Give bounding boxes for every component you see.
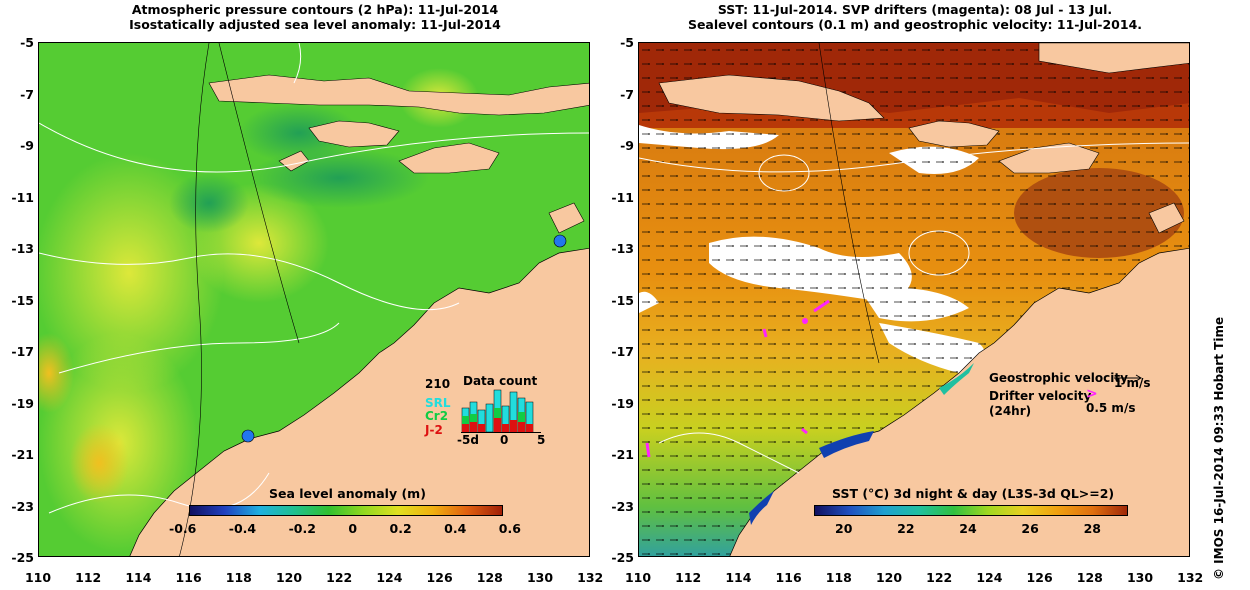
sst-map[interactable]: Geostrophic velocity 1 m/s Drifter veloc… xyxy=(638,42,1190,557)
x-tick-label: 124 xyxy=(376,570,403,585)
geostrophic-arrow-icon xyxy=(1114,374,1142,382)
inset-legend-cr2: Cr2 xyxy=(425,409,449,423)
sla-colorbar-ticks: -0.6 -0.4 -0.2 0 0.2 0.4 0.6 xyxy=(169,521,521,536)
x-tick-label: 128 xyxy=(476,570,503,585)
y-tick-label: -5 xyxy=(620,35,634,50)
histogram-bars xyxy=(461,389,541,433)
x-tick-label: 114 xyxy=(125,570,152,585)
left-title-line2: Isostatically adjusted sea level anomaly… xyxy=(129,17,501,32)
y-tick-label: -19 xyxy=(11,395,34,411)
sst-colorbar-title: SST (°C) 3d night & day (L3S-3d QL>=2) xyxy=(832,486,1115,501)
right-title-line1: SST: 11-Jul-2014. SVP drifters (magenta)… xyxy=(717,2,1113,17)
y-tick-label: -17 xyxy=(611,344,634,359)
x-tick-label: 132 xyxy=(577,570,604,585)
x-tick-label: 128 xyxy=(1076,570,1103,585)
x-tick-label: 126 xyxy=(426,570,453,585)
x-tick-label: 126 xyxy=(1026,570,1053,585)
data-count-histogram xyxy=(461,389,541,433)
sst-colorbar-ticks: 20 22 24 26 28 xyxy=(835,521,1101,536)
x-tick-label: 118 xyxy=(225,570,252,585)
x-tick-label: 130 xyxy=(1126,570,1154,585)
y-tick-label: -13 xyxy=(11,241,34,256)
y-tick-label: -21 xyxy=(611,447,634,462)
sla-tick: 0.2 xyxy=(389,521,412,536)
sla-colorbar xyxy=(189,505,503,516)
sst-tick: 26 xyxy=(1021,521,1039,536)
x-tick-label: 120 xyxy=(875,570,903,585)
y-tick-label: -19 xyxy=(611,395,634,411)
x-tick-label: 112 xyxy=(675,570,702,585)
y-tick-label: -7 xyxy=(20,86,34,102)
sla-tick: -0.4 xyxy=(228,521,257,536)
drifter-arrow-icon: > xyxy=(1086,386,1098,402)
geostrophic-velocity-label: Geostrophic velocity xyxy=(989,371,1128,385)
drifter-tracks xyxy=(645,299,830,458)
sst-colorbar xyxy=(814,505,1128,516)
sla-tick: -0.2 xyxy=(288,521,316,536)
inset-xtick-0: 0 xyxy=(500,433,509,447)
sst-tick: 22 xyxy=(897,521,915,536)
sst-map-svg xyxy=(639,43,1189,556)
x-tick-label: 130 xyxy=(526,570,554,585)
drifter-velocity-period: (24hr) xyxy=(989,404,1032,418)
sla-tick: -0.6 xyxy=(169,521,197,536)
x-tick-label: 122 xyxy=(926,570,953,585)
y-tick-label: -17 xyxy=(11,344,34,359)
sst-tick: 20 xyxy=(835,521,853,536)
sst-tick: 24 xyxy=(959,521,977,536)
y-tick-label: -15 xyxy=(11,292,34,308)
x-tick-label: 110 xyxy=(624,570,652,585)
y-tick-label: -25 xyxy=(611,550,634,565)
sst-tick: 28 xyxy=(1083,521,1101,536)
y-tick-label: -9 xyxy=(20,138,34,153)
x-tick-label: 116 xyxy=(775,570,802,585)
y-tick-label: -23 xyxy=(611,498,634,514)
drifter-velocity-label: Drifter velocity xyxy=(989,389,1092,403)
y-tick-label: -11 xyxy=(11,189,34,205)
x-tick-label: 112 xyxy=(75,570,102,585)
x-tick-label: 120 xyxy=(275,570,303,585)
right-title-line2: Sealevel contours (0.1 m) and geostrophi… xyxy=(687,17,1143,32)
x-tick-label: 118 xyxy=(825,570,852,585)
inset-xtick-5: 5 xyxy=(537,433,546,447)
y-tick-label: -11 xyxy=(611,189,634,205)
sla-tick: 0.4 xyxy=(444,521,467,536)
x-tick-label: 110 xyxy=(24,570,52,585)
drifter-velocity-unit: 0.5 m/s xyxy=(1086,401,1136,415)
geostrophic-velocity-unit: 1 m/s xyxy=(1114,376,1151,390)
inset-xtick-neg5d: -5d xyxy=(457,433,479,447)
x-tick-label: 132 xyxy=(1177,570,1204,585)
x-tick-label: 124 xyxy=(976,570,1003,585)
sea-level-anomaly-map-svg xyxy=(39,43,589,556)
inset-count: 210 xyxy=(425,377,451,391)
inset-legend-j2: J-2 xyxy=(425,423,443,437)
imos-credit: © IMOS 16-Jul-2014 09:33 Hobart Time xyxy=(1212,316,1226,580)
y-tick-label: -15 xyxy=(611,292,634,308)
y-tick-label: -21 xyxy=(11,447,34,462)
y-tick-label: -13 xyxy=(611,241,634,256)
x-tick-label: 116 xyxy=(175,570,202,585)
y-tick-label: -7 xyxy=(620,86,634,102)
inset-legend-srl: SRL xyxy=(425,396,451,410)
y-tick-label: -25 xyxy=(11,550,34,565)
left-title-line1: Atmospheric pressure contours (2 hPa): 1… xyxy=(131,2,499,17)
x-tick-label: 122 xyxy=(326,570,353,585)
sea-level-anomaly-map[interactable]: 210 Data count SRL Cr2 J-2 xyxy=(38,42,590,557)
sla-tick: 0 xyxy=(348,521,358,536)
inset-title: Data count xyxy=(463,374,538,388)
sla-colorbar-title: Sea level anomaly (m) xyxy=(269,486,426,501)
y-tick-label: -23 xyxy=(11,498,34,514)
y-tick-label: -5 xyxy=(20,35,34,50)
y-tick-label: -9 xyxy=(620,138,634,153)
x-tick-label: 114 xyxy=(725,570,752,585)
sla-tick: 0.6 xyxy=(498,521,521,536)
